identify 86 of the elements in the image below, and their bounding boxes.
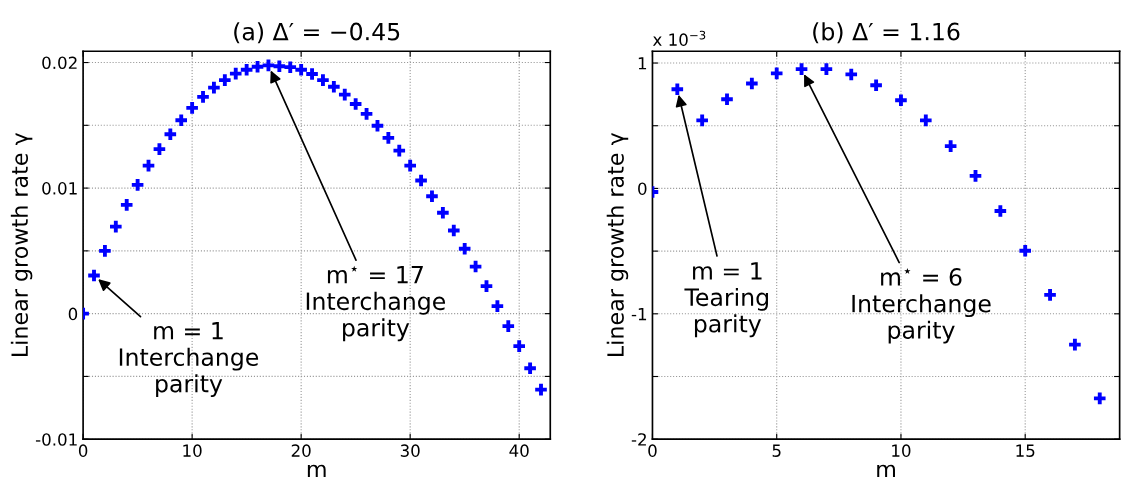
x-axis-title: m: [307, 464, 326, 478]
point: [197, 91, 209, 103]
y-tick-label: -2: [631, 433, 646, 446]
point: [1044, 289, 1056, 301]
point: [491, 300, 504, 312]
point: [338, 88, 351, 101]
point: [944, 140, 957, 152]
y-tick-label: -0.01: [35, 433, 77, 446]
annotation: m = 1 Interchange parity: [119, 322, 259, 398]
y-tick-label: 0.02: [42, 56, 77, 70]
point: [845, 68, 858, 81]
point: [273, 60, 286, 73]
text: x 10$^{−3}$: [652, 30, 706, 46]
x-tick-label: 10: [892, 444, 911, 457]
x-tick-label: 0: [78, 444, 88, 457]
point: [513, 340, 526, 352]
point: [469, 260, 482, 273]
point: [1019, 244, 1032, 257]
point: [317, 74, 329, 86]
x-axis-title: m: [877, 464, 895, 478]
point: [186, 102, 198, 114]
x-tick-label: 30: [400, 444, 420, 457]
y-axis-title: Linear growth rate γ: [10, 132, 33, 356]
point: [153, 143, 166, 155]
point: [360, 108, 373, 120]
x-tick-label: 15: [1016, 444, 1035, 457]
point: [88, 269, 100, 282]
point: [746, 77, 758, 90]
annotation: m$^{⋆}$ = 17 Interchange parity: [306, 265, 446, 342]
point: [458, 242, 471, 255]
point: [164, 128, 177, 141]
point: [251, 61, 264, 73]
point: [994, 205, 1007, 217]
point: [1093, 392, 1106, 405]
x-tick-label: 5: [772, 444, 781, 457]
x-tick-label: 20: [291, 444, 311, 457]
point: [295, 63, 307, 76]
point: [447, 224, 460, 237]
point: [502, 320, 515, 332]
point: [920, 114, 932, 127]
point: [870, 79, 882, 92]
point: [306, 68, 318, 80]
x-tick-label: 40: [509, 444, 529, 457]
point: [770, 67, 783, 80]
point: [99, 245, 111, 257]
point: [219, 74, 231, 86]
point: [208, 81, 220, 94]
point: [349, 98, 362, 110]
point: [284, 61, 297, 73]
point: [795, 63, 808, 75]
point: [240, 63, 253, 76]
y-tick-label: 1: [638, 57, 647, 70]
point: [895, 94, 907, 107]
point: [820, 63, 833, 75]
point: [524, 362, 536, 375]
point: [393, 144, 406, 157]
point: [328, 80, 340, 93]
point: [721, 93, 733, 106]
y-tick-label: 0.01: [42, 182, 77, 195]
x-tick-label: 10: [183, 444, 202, 457]
y-tick-label: -1: [631, 307, 647, 321]
point: [535, 383, 547, 396]
point: [404, 159, 416, 172]
point: [382, 132, 395, 144]
point: [415, 174, 427, 187]
point: [110, 220, 122, 233]
point: [696, 114, 708, 127]
point: [120, 199, 133, 211]
point: [671, 83, 684, 96]
point: [131, 179, 144, 191]
annotation: m$^{⋆}$ = 6 Interchange parity: [852, 268, 991, 344]
annotation: m = 1 Tearing parity: [684, 262, 768, 338]
y-axis-title: Linear growth rate γ: [606, 132, 629, 356]
chart-title: (a) Δ′ = −0.45: [234, 22, 400, 44]
x-tick-label: 0: [648, 444, 657, 457]
y-tick-label: 0: [68, 307, 78, 321]
point: [175, 114, 188, 127]
point: [426, 190, 438, 203]
point: [1069, 338, 1081, 351]
y-tick-label: 0: [638, 182, 647, 195]
chart-title: (b) Δ′ = 1.16: [813, 22, 960, 44]
point: [371, 119, 384, 132]
point: [480, 280, 493, 292]
point: [969, 170, 982, 182]
point: [229, 67, 242, 80]
point: [437, 206, 449, 219]
